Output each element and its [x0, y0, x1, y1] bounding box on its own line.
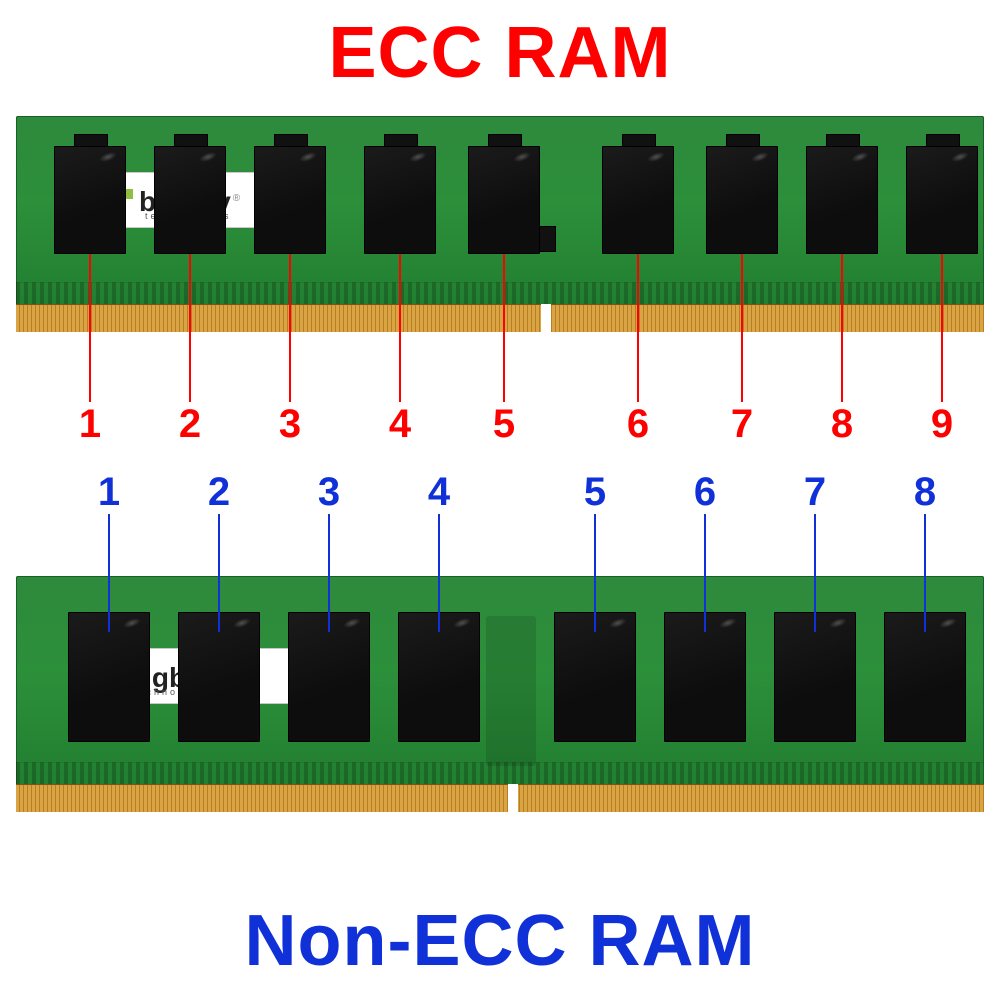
nonecc-pointer-1 — [108, 514, 110, 632]
nonecc-pointer-4 — [438, 514, 440, 632]
ecc-chip-4 — [364, 146, 436, 254]
nonecc-pointer-5 — [594, 514, 596, 632]
nonecc-pointer-7 — [814, 514, 816, 632]
nonecc-pointer-2 — [218, 514, 220, 632]
ecc-chip-7 — [706, 146, 778, 254]
ecc-pointer-7 — [741, 254, 743, 402]
ecc-pointer-9 — [941, 254, 943, 402]
nonecc-chip-number-5: 5 — [575, 470, 615, 515]
nonecc-chip-number-7: 7 — [795, 470, 835, 515]
nonecc-pins — [16, 784, 984, 812]
nonecc-pointer-8 — [924, 514, 926, 632]
ecc-ram-module: bigboy® technologies — [16, 116, 984, 332]
ecc-pointer-2 — [189, 254, 191, 402]
ecc-pointer-8 — [841, 254, 843, 402]
nonecc-chip-number-3: 3 — [309, 470, 349, 515]
ecc-pins — [16, 304, 984, 332]
ecc-chip-number-1: 1 — [70, 402, 110, 447]
ecc-chip-1 — [54, 146, 126, 254]
ecc-chip-number-3: 3 — [270, 402, 310, 447]
ecc-chip-number-4: 4 — [380, 402, 420, 447]
ecc-pointer-5 — [503, 254, 505, 402]
ecc-pointer-6 — [637, 254, 639, 402]
nonecc-chip-number-8: 8 — [905, 470, 945, 515]
ecc-pointer-1 — [89, 254, 91, 402]
ecc-chip-number-9: 9 — [922, 402, 962, 447]
nonecc-chip-number-4: 4 — [419, 470, 459, 515]
ecc-chip-2 — [154, 146, 226, 254]
ecc-chip-number-2: 2 — [170, 402, 210, 447]
ecc-title: ECC RAM — [0, 12, 1000, 94]
ecc-chip-5 — [468, 146, 540, 254]
ecc-chip-8 — [806, 146, 878, 254]
ecc-chip-9 — [906, 146, 978, 254]
ecc-chip-number-6: 6 — [618, 402, 658, 447]
brand-mark: ® — [233, 193, 240, 204]
ecc-chip-number-5: 5 — [484, 402, 524, 447]
ecc-pointer-3 — [289, 254, 291, 402]
nonecc-title: Non-ECC RAM — [0, 900, 1000, 982]
ecc-chip-number-8: 8 — [822, 402, 862, 447]
nonecc-ram-module: bigboy® technologies — [16, 576, 984, 812]
nonecc-chip-number-1: 1 — [89, 470, 129, 515]
ecc-chip-6 — [602, 146, 674, 254]
nonecc-pointer-3 — [328, 514, 330, 632]
nonecc-chip-number-2: 2 — [199, 470, 239, 515]
ecc-chip-number-7: 7 — [722, 402, 762, 447]
nonecc-pointer-6 — [704, 514, 706, 632]
ecc-chip-3 — [254, 146, 326, 254]
ecc-pointer-4 — [399, 254, 401, 402]
nonecc-chip-number-6: 6 — [685, 470, 725, 515]
